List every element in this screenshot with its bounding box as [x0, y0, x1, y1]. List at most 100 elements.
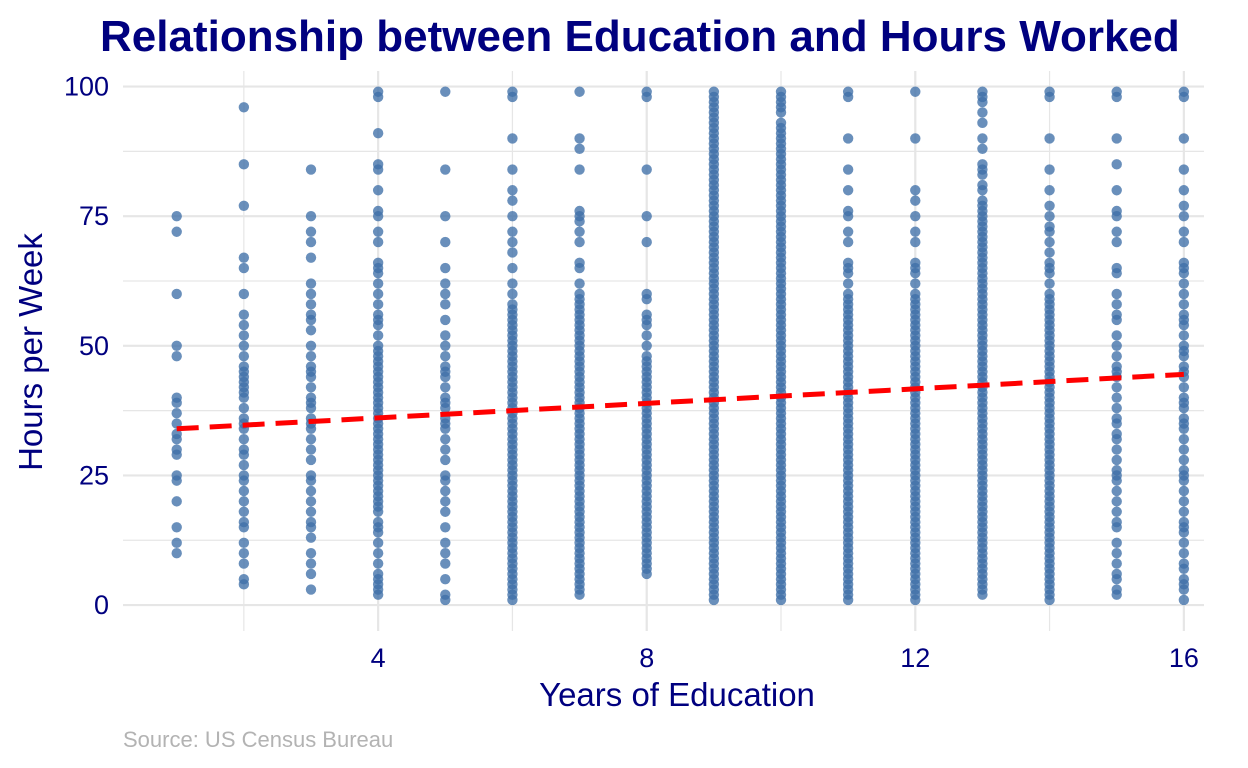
- data-point: [641, 91, 652, 103]
- data-point: [238, 309, 250, 320]
- data-point: [1111, 268, 1122, 279]
- data-point: [641, 210, 652, 222]
- grid-lines: [123, 71, 1204, 631]
- data-point: [440, 485, 451, 497]
- data-point: [1111, 402, 1122, 414]
- data-point: [238, 340, 250, 352]
- data-point: [171, 449, 182, 460]
- data-point: [1111, 506, 1122, 517]
- data-point: [1178, 382, 1190, 393]
- data-point: [910, 594, 921, 606]
- data-point: [238, 475, 250, 486]
- data-point: [238, 449, 250, 460]
- data-point: [305, 506, 317, 517]
- data-point: [305, 371, 317, 383]
- data-point: [1178, 350, 1190, 362]
- data-point: [708, 594, 720, 606]
- data-point: [440, 340, 451, 352]
- data-point: [305, 558, 317, 569]
- data-point: [440, 402, 451, 414]
- data-point: [372, 548, 384, 559]
- data-point: [842, 133, 854, 144]
- data-point: [372, 210, 384, 222]
- data-point: [238, 159, 250, 170]
- data-point: [372, 527, 384, 538]
- data-point: [305, 278, 317, 289]
- data-point: [574, 143, 585, 154]
- data-point: [1111, 433, 1122, 445]
- data-point: [1111, 159, 1122, 170]
- data-point: [574, 86, 585, 97]
- data-point: [305, 496, 317, 507]
- data-point: [910, 195, 921, 206]
- data-point: [440, 522, 451, 533]
- data-point: [507, 288, 518, 300]
- x-axis-label: Years of Education: [539, 676, 815, 713]
- data-point: [238, 350, 250, 362]
- data-point: [440, 506, 451, 517]
- data-point: [440, 423, 451, 434]
- data-point: [574, 278, 585, 289]
- data-point: [238, 288, 250, 300]
- data-point: [507, 195, 518, 206]
- data-point: [372, 236, 384, 248]
- data-point: [1044, 594, 1055, 606]
- data-point: [507, 210, 518, 222]
- data-point: [1178, 210, 1190, 222]
- data-point: [1044, 236, 1055, 248]
- data-point: [238, 433, 250, 445]
- data-point: [1111, 537, 1122, 549]
- data-point: [910, 86, 921, 97]
- data-point: [372, 226, 384, 237]
- data-point: [1178, 506, 1190, 517]
- data-point: [305, 350, 317, 362]
- data-point: [1178, 433, 1190, 445]
- data-point: [1044, 164, 1055, 175]
- data-point: [977, 133, 988, 144]
- data-point: [507, 278, 518, 289]
- x-tick-label: 8: [639, 643, 654, 673]
- data-point: [440, 86, 451, 97]
- data-point: [171, 433, 182, 445]
- data-point: [1111, 185, 1122, 196]
- x-tick-label: 12: [900, 643, 930, 673]
- data-point: [171, 496, 182, 507]
- data-point: [1178, 299, 1190, 310]
- data-point: [238, 330, 250, 341]
- data-point: [1111, 330, 1122, 341]
- data-point: [440, 236, 451, 248]
- tick-labels: 0 25 50 75 100 4 8 12 16: [64, 72, 1199, 673]
- data-point: [305, 226, 317, 237]
- data-point: [372, 558, 384, 569]
- data-point: [440, 573, 451, 585]
- data-point: [440, 558, 451, 569]
- data-point: [1178, 548, 1190, 559]
- data-point: [238, 200, 250, 212]
- data-point: [641, 340, 652, 352]
- data-point: [641, 236, 652, 248]
- data-point: [440, 433, 451, 445]
- data-point: [305, 288, 317, 300]
- data-point: [842, 185, 854, 196]
- data-point: [641, 568, 652, 580]
- data-point: [372, 589, 384, 600]
- data-point: [775, 107, 787, 118]
- data-point: [1111, 522, 1122, 533]
- data-point: [1178, 485, 1190, 497]
- data-point: [1178, 423, 1190, 434]
- data-point: [1178, 236, 1190, 248]
- data-point: [1111, 382, 1122, 393]
- data-point: [372, 506, 384, 517]
- data-point: [1044, 278, 1055, 289]
- data-point: [372, 537, 384, 549]
- data-point: [1178, 594, 1190, 606]
- data-point: [641, 293, 652, 305]
- data-point: [977, 589, 988, 600]
- data-point: [440, 299, 451, 310]
- data-point: [440, 210, 451, 222]
- trend-line-layer: [176, 371, 1184, 432]
- y-tick-label: 75: [79, 201, 109, 231]
- data-point: [574, 226, 585, 237]
- data-point: [238, 496, 250, 507]
